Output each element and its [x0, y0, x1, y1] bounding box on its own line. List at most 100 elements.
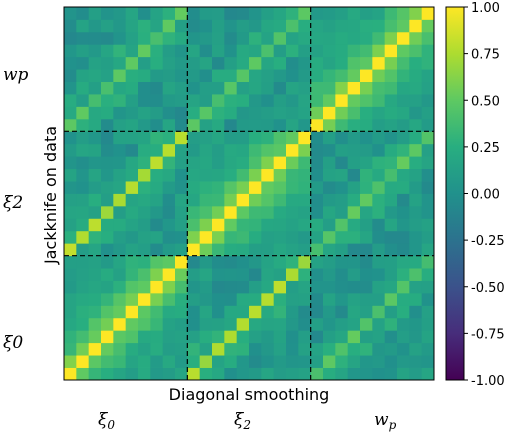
- heatmap-cell: [397, 355, 410, 368]
- colorbar-tick-label: -0.25: [471, 234, 505, 249]
- heatmap-cell: [273, 355, 287, 368]
- heatmap-cell: [187, 305, 201, 319]
- heatmap-cell: [125, 317, 139, 331]
- heatmap-cell: [125, 56, 139, 70]
- heatmap-cell: [138, 193, 151, 207]
- heatmap-cell: [212, 44, 225, 58]
- heatmap-cell: [150, 131, 164, 145]
- heatmap-cell: [187, 193, 201, 207]
- heatmap-cell: [101, 330, 114, 344]
- heatmap-cell: [88, 255, 102, 269]
- heatmap-cell: [88, 230, 102, 244]
- heatmap-cell: [150, 367, 164, 381]
- heatmap-cell: [162, 143, 176, 157]
- heatmap-cell: [360, 268, 373, 281]
- colorbar-tick-label: 0.25: [471, 141, 500, 156]
- heatmap-cell: [273, 218, 287, 232]
- heatmap-cell: [125, 342, 139, 356]
- heatmap-cell: [162, 69, 176, 82]
- heatmap-cell: [150, 218, 164, 232]
- heatmap-cell: [360, 69, 373, 82]
- heatmap-cell: [64, 156, 77, 170]
- heatmap-cell: [409, 205, 423, 219]
- heatmap-cell: [224, 31, 238, 45]
- heatmap-cell: [421, 44, 435, 58]
- heatmap-cell: [76, 106, 90, 120]
- heatmap-cell: [113, 280, 127, 294]
- heatmap-cell: [162, 7, 176, 20]
- heatmap-cell: [323, 292, 336, 306]
- heatmap-cell: [273, 268, 287, 281]
- heatmap-cell: [138, 230, 151, 244]
- heatmap-cell: [187, 7, 201, 20]
- heatmap-cell: [360, 255, 373, 269]
- heatmap-cell: [138, 205, 151, 219]
- heatmap-cell: [101, 255, 114, 269]
- heatmap-cell: [138, 143, 151, 157]
- heatmap-cell: [175, 106, 188, 120]
- heatmap-cell: [236, 342, 250, 356]
- heatmap-cell: [397, 342, 410, 356]
- heatmap-cell: [187, 243, 201, 257]
- heatmap-cell: [372, 168, 386, 182]
- heatmap-cell: [224, 143, 238, 157]
- heatmap-cell: [298, 367, 312, 381]
- heatmap-cell: [162, 44, 176, 58]
- heatmap-cell: [286, 367, 299, 381]
- heatmap-cell: [101, 355, 114, 368]
- heatmap-cell: [101, 342, 114, 356]
- heatmap-cell: [150, 19, 164, 33]
- heatmap-cell: [138, 7, 151, 20]
- heatmap-cell: [113, 181, 127, 194]
- heatmap-cell: [335, 168, 349, 182]
- heatmap-cell: [199, 81, 213, 95]
- heatmap-cell: [286, 305, 299, 319]
- heatmap-cell: [101, 243, 114, 257]
- heatmap-cell: [113, 330, 127, 344]
- heatmap-cell: [397, 118, 410, 132]
- heatmap-cell: [249, 143, 262, 157]
- heatmap-cell: [113, 143, 127, 157]
- heatmap-cell: [113, 218, 127, 232]
- heatmap-cell: [323, 156, 336, 170]
- heatmap-cell: [323, 131, 336, 145]
- heatmap-cell: [125, 19, 139, 33]
- heatmap-cell: [384, 81, 398, 95]
- heatmap-cell: [384, 342, 398, 356]
- heatmap-cell: [125, 181, 139, 194]
- heatmap-cell: [323, 305, 336, 319]
- heatmap-cell: [101, 305, 114, 319]
- heatmap-cell: [397, 81, 410, 95]
- heatmap-cell: [360, 218, 373, 232]
- heatmap-cell: [138, 131, 151, 145]
- heatmap-cell: [236, 19, 250, 33]
- heatmap-cell: [372, 342, 386, 356]
- heatmap-cell: [162, 355, 176, 368]
- heatmap-cell: [286, 355, 299, 368]
- heatmap-cell: [150, 305, 164, 319]
- heatmap-cell: [249, 131, 262, 145]
- heatmap-cell: [236, 31, 250, 45]
- heatmap-cell: [76, 230, 90, 244]
- heatmap-cell: [212, 143, 225, 157]
- heatmap-cell: [249, 305, 262, 319]
- heatmap-cell: [310, 156, 324, 170]
- heatmap-cell: [125, 230, 139, 244]
- heatmap-cell: [310, 268, 324, 281]
- heatmap-cell: [224, 255, 238, 269]
- heatmap-cell: [236, 243, 250, 257]
- heatmap-cell: [323, 243, 336, 257]
- heatmap-cell: [162, 131, 176, 145]
- heatmap-cell: [175, 292, 188, 306]
- heatmap-cell: [372, 156, 386, 170]
- heatmap-cell: [212, 268, 225, 281]
- heatmap-cell: [113, 305, 127, 319]
- heatmap-cell: [310, 243, 324, 257]
- heatmap-cell: [397, 367, 410, 381]
- heatmap-cell: [88, 94, 102, 107]
- heatmap-cell: [372, 81, 386, 95]
- heatmap-cell: [310, 81, 324, 95]
- heatmap-cell: [113, 230, 127, 244]
- heatmap-cell: [384, 156, 398, 170]
- heatmap-cell: [64, 330, 77, 344]
